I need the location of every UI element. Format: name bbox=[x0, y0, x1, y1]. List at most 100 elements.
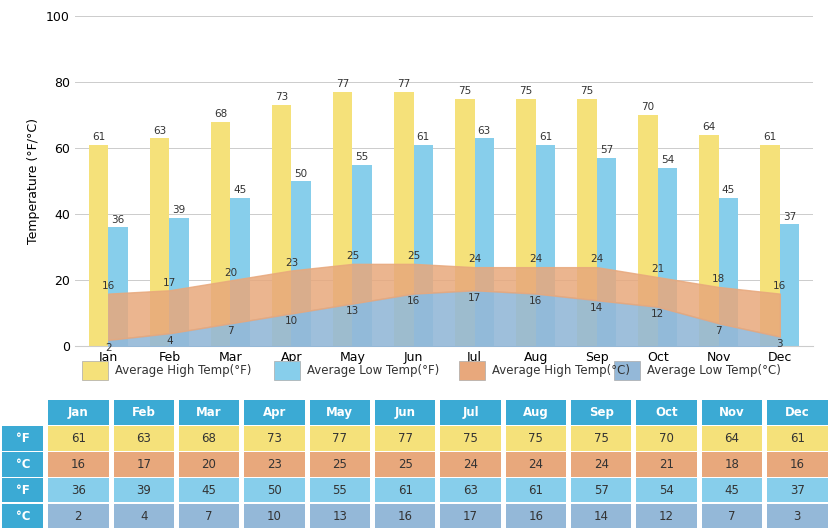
Bar bbox=[571, 452, 632, 477]
Bar bbox=[505, 426, 566, 451]
Bar bbox=[169, 217, 189, 346]
Bar bbox=[441, 426, 500, 451]
Bar bbox=[333, 92, 353, 346]
Text: Jan: Jan bbox=[68, 406, 89, 419]
Bar bbox=[2, 478, 43, 503]
Bar bbox=[114, 452, 174, 477]
Text: 61: 61 bbox=[92, 132, 105, 142]
Text: 73: 73 bbox=[275, 93, 288, 103]
Text: 61: 61 bbox=[398, 484, 413, 497]
Text: 63: 63 bbox=[136, 432, 151, 445]
Text: 18: 18 bbox=[712, 275, 725, 285]
Text: Average Low Temp(°F): Average Low Temp(°F) bbox=[307, 364, 440, 377]
Bar bbox=[179, 504, 239, 528]
Text: 45: 45 bbox=[202, 484, 217, 497]
Bar bbox=[114, 504, 174, 528]
Text: 17: 17 bbox=[136, 458, 151, 471]
Text: 20: 20 bbox=[224, 268, 237, 278]
Text: 63: 63 bbox=[463, 484, 478, 497]
Bar bbox=[291, 181, 311, 346]
Text: 24: 24 bbox=[463, 458, 478, 471]
Bar bbox=[231, 198, 250, 346]
Bar bbox=[455, 98, 475, 346]
Text: 45: 45 bbox=[725, 484, 740, 497]
Text: Average High Temp(°C): Average High Temp(°C) bbox=[492, 364, 630, 377]
Text: 25: 25 bbox=[407, 251, 420, 261]
Text: Dec: Dec bbox=[785, 406, 810, 419]
Bar bbox=[179, 452, 239, 477]
Bar bbox=[505, 478, 566, 503]
Y-axis label: Temperature (°F/°C): Temperature (°F/°C) bbox=[27, 118, 41, 244]
Text: 75: 75 bbox=[458, 86, 471, 96]
Bar bbox=[505, 452, 566, 477]
Text: 63: 63 bbox=[478, 125, 491, 135]
Text: 39: 39 bbox=[136, 484, 151, 497]
Bar bbox=[179, 400, 239, 425]
Bar bbox=[114, 426, 174, 451]
Text: 4: 4 bbox=[140, 509, 148, 523]
Text: 16: 16 bbox=[790, 458, 805, 471]
Bar bbox=[657, 168, 677, 346]
Bar bbox=[577, 98, 597, 346]
Bar bbox=[310, 452, 370, 477]
Text: 77: 77 bbox=[397, 79, 410, 89]
Bar bbox=[702, 400, 762, 425]
Text: 2: 2 bbox=[105, 343, 111, 352]
Bar bbox=[310, 426, 370, 451]
Bar bbox=[149, 138, 169, 346]
Bar bbox=[597, 158, 616, 346]
Bar bbox=[505, 400, 566, 425]
Text: 14: 14 bbox=[593, 509, 608, 523]
Text: 16: 16 bbox=[774, 281, 787, 291]
Text: 61: 61 bbox=[417, 132, 430, 142]
Bar bbox=[441, 478, 500, 503]
Bar bbox=[375, 452, 435, 477]
Bar bbox=[244, 400, 305, 425]
Bar bbox=[637, 504, 697, 528]
Bar bbox=[394, 92, 413, 346]
Bar bbox=[699, 135, 719, 346]
Text: Average High Temp(°F): Average High Temp(°F) bbox=[115, 364, 251, 377]
Bar bbox=[375, 478, 435, 503]
Text: 55: 55 bbox=[355, 152, 369, 162]
Text: 3: 3 bbox=[777, 339, 784, 349]
Text: 68: 68 bbox=[214, 109, 227, 119]
Text: 13: 13 bbox=[346, 306, 359, 316]
Text: Average Low Temp(°C): Average Low Temp(°C) bbox=[647, 364, 781, 377]
Bar bbox=[571, 478, 632, 503]
Bar bbox=[48, 504, 109, 528]
Bar bbox=[780, 224, 799, 346]
Text: 61: 61 bbox=[764, 132, 777, 142]
Text: 37: 37 bbox=[790, 484, 805, 497]
Text: 73: 73 bbox=[267, 432, 282, 445]
Text: 4: 4 bbox=[166, 336, 173, 346]
Bar bbox=[637, 478, 697, 503]
Text: °F: °F bbox=[16, 484, 30, 497]
Text: 54: 54 bbox=[659, 484, 674, 497]
Bar bbox=[48, 426, 109, 451]
Bar bbox=[114, 400, 174, 425]
Bar bbox=[571, 504, 632, 528]
Bar bbox=[702, 504, 762, 528]
Text: 50: 50 bbox=[295, 169, 308, 179]
Text: 70: 70 bbox=[642, 103, 655, 113]
Bar bbox=[310, 400, 370, 425]
Text: 45: 45 bbox=[233, 185, 247, 195]
Bar bbox=[459, 361, 485, 380]
Text: Oct: Oct bbox=[655, 406, 678, 419]
Text: 63: 63 bbox=[153, 125, 166, 135]
Bar bbox=[2, 400, 43, 425]
Bar bbox=[244, 452, 305, 477]
Text: 36: 36 bbox=[71, 484, 85, 497]
Bar bbox=[760, 145, 780, 346]
Text: 16: 16 bbox=[407, 296, 420, 306]
Text: 57: 57 bbox=[600, 145, 613, 156]
Text: 23: 23 bbox=[267, 458, 282, 471]
Bar bbox=[702, 452, 762, 477]
Text: 75: 75 bbox=[593, 432, 608, 445]
Text: 17: 17 bbox=[163, 278, 176, 288]
Text: Mar: Mar bbox=[196, 406, 222, 419]
Text: 7: 7 bbox=[715, 326, 722, 336]
Bar bbox=[2, 452, 43, 477]
Text: 24: 24 bbox=[590, 254, 603, 264]
